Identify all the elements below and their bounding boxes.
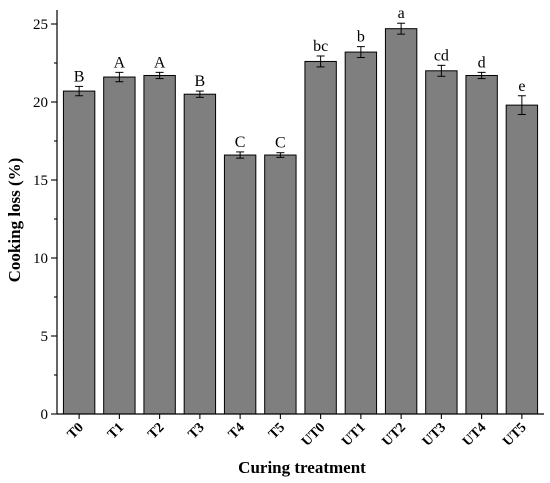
x-tick-label-UT5: UT5 [500, 420, 529, 449]
x-tick-label-T3: T3 [186, 420, 208, 442]
x-tick-label-UT1: UT1 [339, 420, 368, 449]
bar-T5 [264, 154, 297, 415]
y-axis: 0 5 10 15 20 25 [33, 10, 58, 423]
significance-label-T1: A [114, 54, 126, 71]
bar-UT5 [505, 104, 539, 415]
significance-label-UT3: cd [434, 47, 449, 64]
significance-label-UT0: bc [313, 38, 328, 55]
bar-T2 [143, 74, 176, 415]
significance-label-T4: C [235, 134, 246, 151]
y-tick-label-10: 10 [33, 251, 48, 267]
y-tick-label-0: 0 [41, 407, 49, 423]
bar-UT3 [425, 70, 458, 415]
y-tick-label-5: 5 [41, 329, 49, 345]
y-tick-label-15: 15 [33, 173, 48, 189]
significance-label-UT1: b [357, 29, 365, 46]
bar-T3 [183, 93, 217, 415]
significance-label-UT5: e [518, 78, 525, 95]
x-tick-label-UT4: UT4 [460, 420, 489, 449]
significance-label-T5: C [275, 135, 286, 152]
bars-group: B A A B C Cbc b a cd d e [62, 5, 539, 415]
bar-T0 [62, 90, 96, 415]
significance-label-T3: B [195, 73, 206, 90]
x-tick-label-UT2: UT2 [380, 420, 409, 449]
x-axis-title: Curing treatment [238, 458, 366, 477]
y-axis-title: Cooking loss (%) [5, 158, 24, 283]
x-tick-label-T4: T4 [226, 420, 248, 442]
bar-UT1 [344, 51, 378, 415]
significance-label-T0: B [74, 68, 85, 85]
x-tick-label-UT0: UT0 [299, 420, 328, 449]
x-tick-label-T2: T2 [145, 420, 167, 442]
y-tick-label-25: 25 [33, 17, 48, 33]
bar-UT2 [384, 28, 418, 415]
bar-UT4 [465, 74, 498, 415]
x-tick-label-T5: T5 [266, 420, 288, 442]
x-tick-label-UT3: UT3 [420, 420, 449, 449]
x-axis: T0 T1 T2 T3 T4 T5 UT0 UT1 UT2 UT3 UT4 UT5 [57, 413, 544, 450]
x-tick-label-T1: T1 [105, 420, 127, 442]
bar-T1 [103, 76, 136, 415]
significance-label-UT4: d [478, 54, 486, 71]
bar-T4 [223, 154, 257, 415]
x-tick-label-T0: T0 [65, 420, 87, 442]
y-tick-label-20: 20 [33, 95, 48, 111]
bar-UT0 [304, 60, 337, 415]
significance-label-UT2: a [398, 5, 405, 22]
significance-label-T2: A [154, 54, 166, 71]
